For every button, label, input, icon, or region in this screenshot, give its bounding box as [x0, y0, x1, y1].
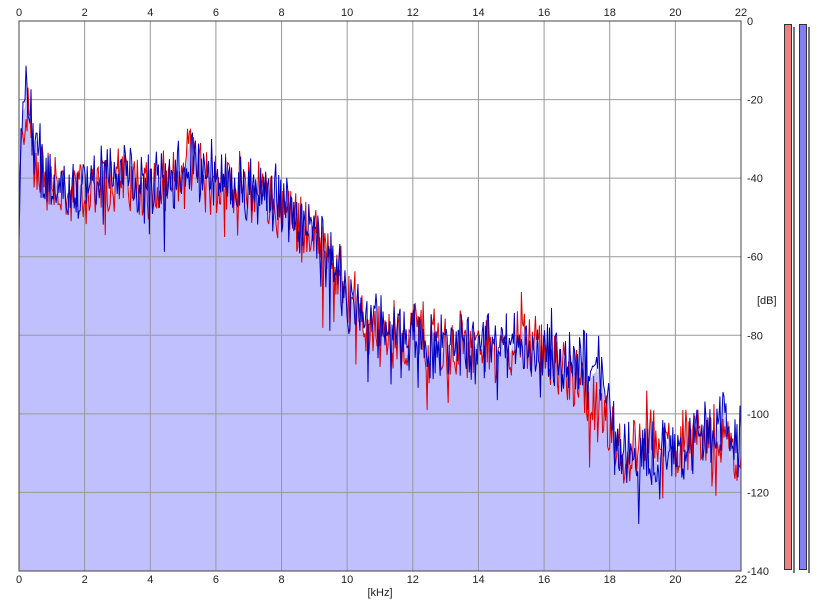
- x-tick-label: 4: [147, 574, 153, 586]
- y-axis-title: [dB]: [757, 295, 777, 307]
- y-tick-label: -120: [747, 487, 769, 499]
- y-tick-label: -60: [747, 252, 763, 264]
- x-tick-label: 6: [213, 574, 219, 586]
- x-tick-label-top: 4: [147, 7, 153, 19]
- x-tick-label: 10: [341, 574, 353, 586]
- x-tick-label-top: 8: [278, 7, 284, 19]
- x-axis-title: [kHz]: [367, 587, 392, 599]
- x-tick-label-top: 18: [604, 7, 616, 19]
- level-meter-left-shadow: [793, 27, 795, 573]
- x-tick-label: 12: [407, 574, 419, 586]
- x-tick-label-top: 2: [82, 7, 88, 19]
- level-meter-right-shadow: [808, 27, 810, 573]
- level-meter-right: [799, 24, 807, 570]
- x-tick-label-top: 0: [16, 7, 22, 19]
- x-tick-label: 14: [472, 574, 484, 586]
- x-tick-label-top: 14: [472, 7, 484, 19]
- plot-border: [18, 20, 742, 572]
- x-tick-label: 2: [82, 574, 88, 586]
- y-tick-label: 0: [747, 16, 753, 28]
- y-tick-label: -40: [747, 173, 763, 185]
- y-tick-label: -20: [747, 95, 763, 107]
- level-meter-left: [784, 24, 792, 570]
- x-tick-label: 8: [278, 574, 284, 586]
- y-tick-label: -80: [747, 330, 763, 342]
- x-tick-label-top: 12: [407, 7, 419, 19]
- x-tick-label: 22: [735, 574, 747, 586]
- x-tick-label-top: 20: [669, 7, 681, 19]
- series-line-blue: [18, 65, 742, 524]
- x-tick-label-top: 10: [341, 7, 353, 19]
- x-tick-label: 20: [669, 574, 681, 586]
- y-tick-label: -140: [747, 566, 769, 578]
- y-tick-label: -100: [747, 409, 769, 421]
- x-tick-label-top: 6: [213, 7, 219, 19]
- series-line-red: [18, 87, 742, 499]
- x-tick-label: 0: [16, 574, 22, 586]
- x-tick-label-top: 16: [538, 7, 550, 19]
- x-tick-label: 16: [538, 574, 550, 586]
- x-tick-label-top: 22: [735, 7, 747, 19]
- x-tick-label: 18: [604, 574, 616, 586]
